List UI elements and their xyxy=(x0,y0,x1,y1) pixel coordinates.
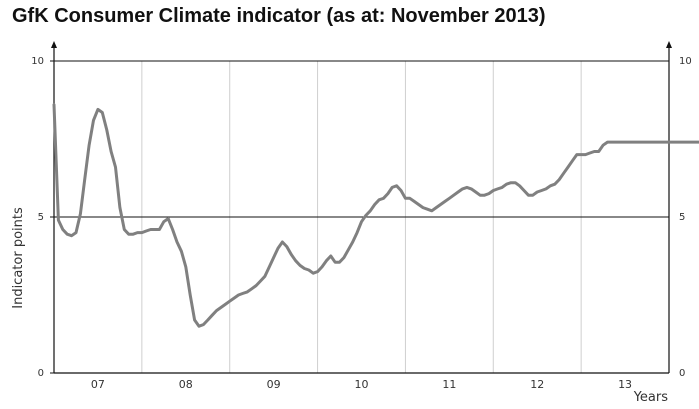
y-tick-label-right: 5 xyxy=(679,212,685,223)
chart-axes xyxy=(50,41,672,374)
y-tick-label-left: 0 xyxy=(38,368,44,379)
x-tick-label: 08 xyxy=(179,378,193,391)
y-tick-label-left: 10 xyxy=(31,56,44,67)
x-axis-label: Years xyxy=(633,390,669,405)
x-tick-label: 11 xyxy=(442,378,456,391)
y-tick-label-left: 5 xyxy=(38,212,44,223)
y-axis-left-arrow xyxy=(51,41,57,48)
y-axis-label: Indicator points xyxy=(11,207,26,309)
x-tick-label: 07 xyxy=(91,378,105,391)
y-tick-label-right: 0 xyxy=(679,368,685,379)
y-axis-right-arrow xyxy=(666,41,672,48)
x-tick-label: 13 xyxy=(618,378,632,391)
chart-title: GfK Consumer Climate indicator (as at: N… xyxy=(12,5,546,27)
y-tick-label-right: 10 xyxy=(679,56,692,67)
series-line xyxy=(52,103,699,328)
axis-labels: 0 0 5 5 10 10 07 08 09 10 11 12 13 xyxy=(31,56,691,391)
x-tick-label: 10 xyxy=(355,378,369,391)
x-tick-label: 09 xyxy=(267,378,281,391)
x-tick-label: 12 xyxy=(530,378,544,391)
